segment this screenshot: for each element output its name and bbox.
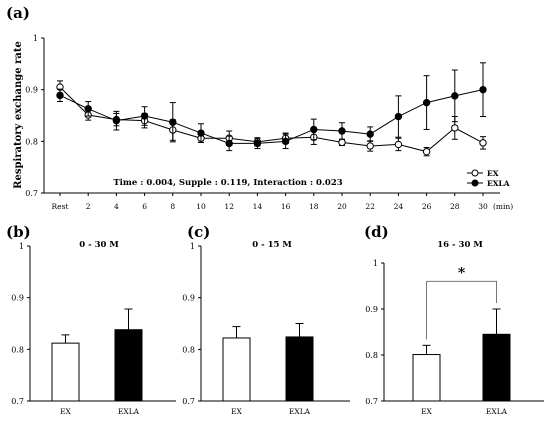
panel-a-x-tick-label: Rest	[52, 202, 69, 211]
bar-exla	[285, 336, 314, 402]
panel-c: (c) 0 - 15 M 0.7 0.8 0.9 1 EX EXLA	[182, 223, 350, 416]
panel-c-label: (c)	[187, 223, 210, 241]
panel-a-y-axis-label: Respiratory exchange rate	[13, 41, 24, 189]
x-tick-label-exla: EXLA	[118, 407, 140, 416]
significance-bracket	[426, 280, 497, 340]
data-point-exla	[169, 118, 177, 126]
x-tick-label-ex: EX	[231, 407, 242, 416]
data-point-exla	[394, 112, 403, 121]
legend-marker-ex	[471, 169, 479, 177]
panel-b-label: (b)	[6, 223, 31, 241]
panel-a-x-tick-label: 12	[224, 202, 234, 211]
data-point-ex	[338, 138, 346, 147]
panel-a-x-tick-label: 26	[422, 202, 432, 211]
panel-a-x-tick-label: 22	[365, 202, 375, 211]
data-point-exla	[422, 98, 431, 107]
data-point-ex	[479, 139, 487, 147]
significance-marker: *	[458, 265, 466, 281]
panel-a-y-tick-label: 1	[33, 34, 38, 43]
panel-c-chart: 0.7 0.8 0.9 1 EX EXLA	[182, 242, 350, 416]
panel-a-y-tick-label: 0.7	[25, 189, 38, 198]
panel-c-y-tick-label: 0.7	[182, 397, 195, 406]
data-point-exla	[281, 137, 290, 146]
panel-c-y-tick-label: 0.9	[182, 294, 195, 303]
panel-a-x-tick-label: 8	[170, 202, 175, 211]
panel-a-y-tick-label: 0.9	[25, 86, 38, 95]
panel-b-y-tick-label: 0.9	[11, 294, 24, 303]
panel-a-x-tick-label: 28	[450, 202, 460, 211]
legend-label-ex: EX	[487, 169, 499, 178]
panel-a-x-tick-label: 30	[478, 202, 488, 211]
bar-exla	[114, 329, 143, 402]
panel-b-chart: 0.7 0.8 0.9 1 EX EXLA	[11, 242, 176, 416]
panel-b-y-tick-label: 1	[19, 242, 24, 251]
legend-marker-exla	[471, 179, 479, 187]
data-point-exla	[84, 105, 92, 113]
panel-a-x-tick-label: 20	[337, 202, 347, 211]
panel-c-y-tick-label: 1	[190, 242, 195, 251]
data-point-ex	[422, 147, 431, 156]
bar-ex	[51, 342, 80, 402]
panel-a-x-tick-label: 2	[86, 202, 91, 211]
data-point-exla	[253, 139, 262, 148]
data-point-exla	[338, 127, 346, 135]
panel-d-y-tick-label: 0.9	[365, 305, 378, 314]
data-point-exla	[140, 112, 149, 120]
panel-a-x-tick-label: 16	[281, 202, 291, 211]
data-point-exla	[451, 92, 459, 100]
panel-a-y-tick-label: 0.8	[25, 137, 38, 146]
panel-a-label: (a)	[6, 4, 30, 22]
data-point-exla	[310, 125, 318, 134]
panel-b: (b) 0 - 30 M 0.7 0.8 0.9 1 EX EXLA	[6, 223, 176, 416]
data-point-exla	[479, 85, 487, 94]
x-tick-label-ex: EX	[421, 407, 432, 416]
panel-d: (d) 16 - 30 M 0.7 0.8 0.9 1 EX EXLA *	[364, 223, 544, 416]
panel-c-title: 0 - 15 M	[252, 240, 292, 250]
legend: EX EXLA	[467, 169, 510, 188]
panel-b-y-tick-label: 0.8	[11, 345, 24, 354]
x-tick-label-ex: EX	[60, 407, 71, 416]
panel-a-x-tick-label: 18	[309, 202, 319, 211]
bar-ex	[222, 337, 251, 402]
data-point-exla	[225, 139, 233, 148]
panel-d-title: 16 - 30 M	[437, 240, 483, 250]
data-point-exla	[366, 130, 374, 138]
x-tick-label-exla: EXLA	[289, 407, 311, 416]
data-point-ex	[394, 140, 403, 149]
bar-exla	[482, 333, 511, 402]
panel-a-x-tick-label: 10	[196, 202, 206, 211]
series-line-exla	[59, 89, 484, 144]
x-tick-label-exla: EXLA	[486, 407, 508, 416]
panel-a-x-tick-label: 14	[253, 202, 263, 211]
panel-a-x-tick-label: 4	[114, 202, 119, 211]
panel-b-y-tick-label: 0.7	[11, 397, 24, 406]
panel-d-y-tick-label: 0.7	[365, 397, 378, 406]
series-line-ex	[59, 86, 484, 153]
panel-a-stats-annotation: Time : 0.004, Supple : 0.119, Interactio…	[113, 178, 342, 188]
panel-a-x-unit: (min)	[493, 202, 513, 211]
data-point-ex	[366, 142, 374, 150]
panel-b-title: 0 - 30 M	[79, 240, 119, 250]
data-point-ex	[451, 124, 459, 132]
bar-ex	[412, 354, 441, 402]
data-point-exla	[112, 116, 121, 125]
data-point-exla	[56, 91, 64, 100]
legend-label-exla: EXLA	[487, 179, 510, 188]
panel-c-y-tick-label: 0.8	[182, 345, 195, 354]
panel-d-y-tick-label: 0.8	[365, 351, 378, 360]
panel-a-plot	[56, 62, 487, 157]
data-point-exla	[197, 129, 205, 137]
panel-d-chart: 0.7 0.8 0.9 1 EX EXLA *	[365, 259, 544, 416]
panel-d-label: (d)	[364, 223, 389, 241]
panel-a-x-tick-label: 6	[142, 202, 147, 211]
panel-a-x-tick-label: 24	[394, 202, 404, 211]
panel-a: (a) Respiratory exchange rate 0.7 0.8 0.9 1…	[6, 4, 513, 211]
panel-d-y-tick-label: 1	[373, 259, 378, 268]
